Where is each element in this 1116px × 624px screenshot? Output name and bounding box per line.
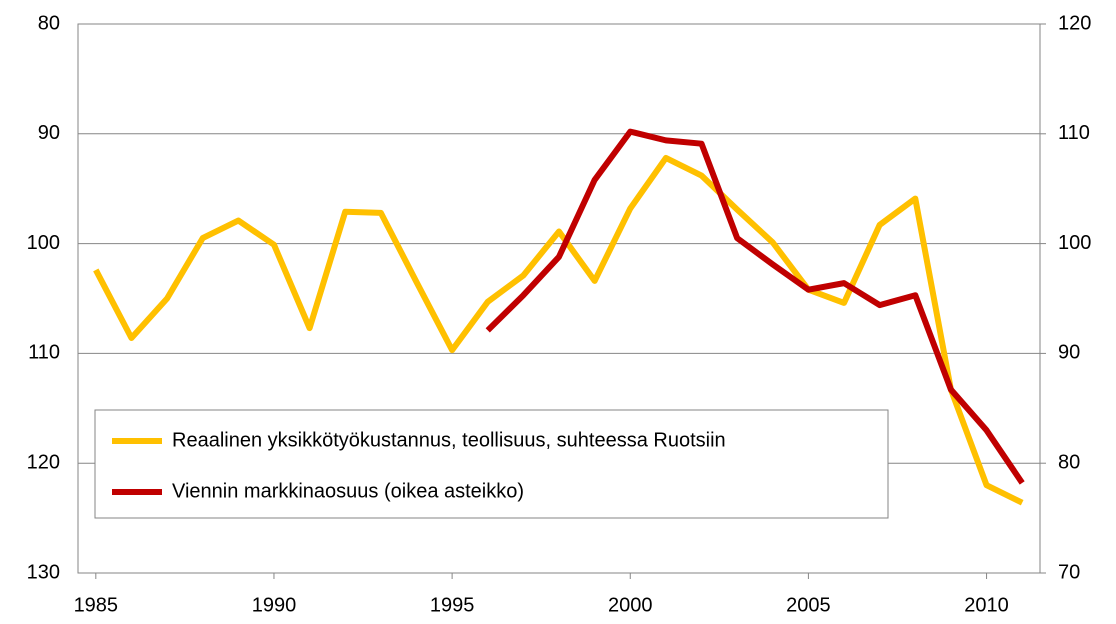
legend-box [94,409,889,519]
y2-tick-label: 110 [1058,122,1090,144]
x-tick-label: 1985 [74,594,119,616]
y2-tick-label: 120 [1058,12,1091,34]
y-tick-label: 110 [28,342,60,364]
legend-label: Viennin markkinaosuus (oikea asteikko) [172,480,524,502]
x-tick-label: 2010 [964,594,1009,616]
y-tick-label: 120 [27,451,60,473]
y2-tick-label: 90 [1058,342,1080,364]
plot-border [77,23,1041,574]
y2-tick-label: 80 [1058,451,1080,473]
legend: Reaalinen yksikkötyökustannus, teollisuu… [94,409,889,519]
y-tick-label: 80 [38,12,60,34]
y2-tick-label: 100 [1058,232,1091,254]
series-line [93,154,1024,506]
y-tick-label: 90 [38,122,60,144]
x-tick-label: 1995 [430,594,475,616]
x-tick-label: 2000 [608,594,653,616]
x-tick-label: 2005 [786,594,831,616]
y2-tick-label: 70 [1058,561,1080,583]
y-tick-label: 100 [27,232,60,254]
series-line [485,128,1025,485]
x-tick-label: 1990 [252,594,297,616]
y-tick-label: 130 [27,561,60,583]
legend-label: Reaalinen yksikkötyökustannus, teollisuu… [172,429,726,451]
